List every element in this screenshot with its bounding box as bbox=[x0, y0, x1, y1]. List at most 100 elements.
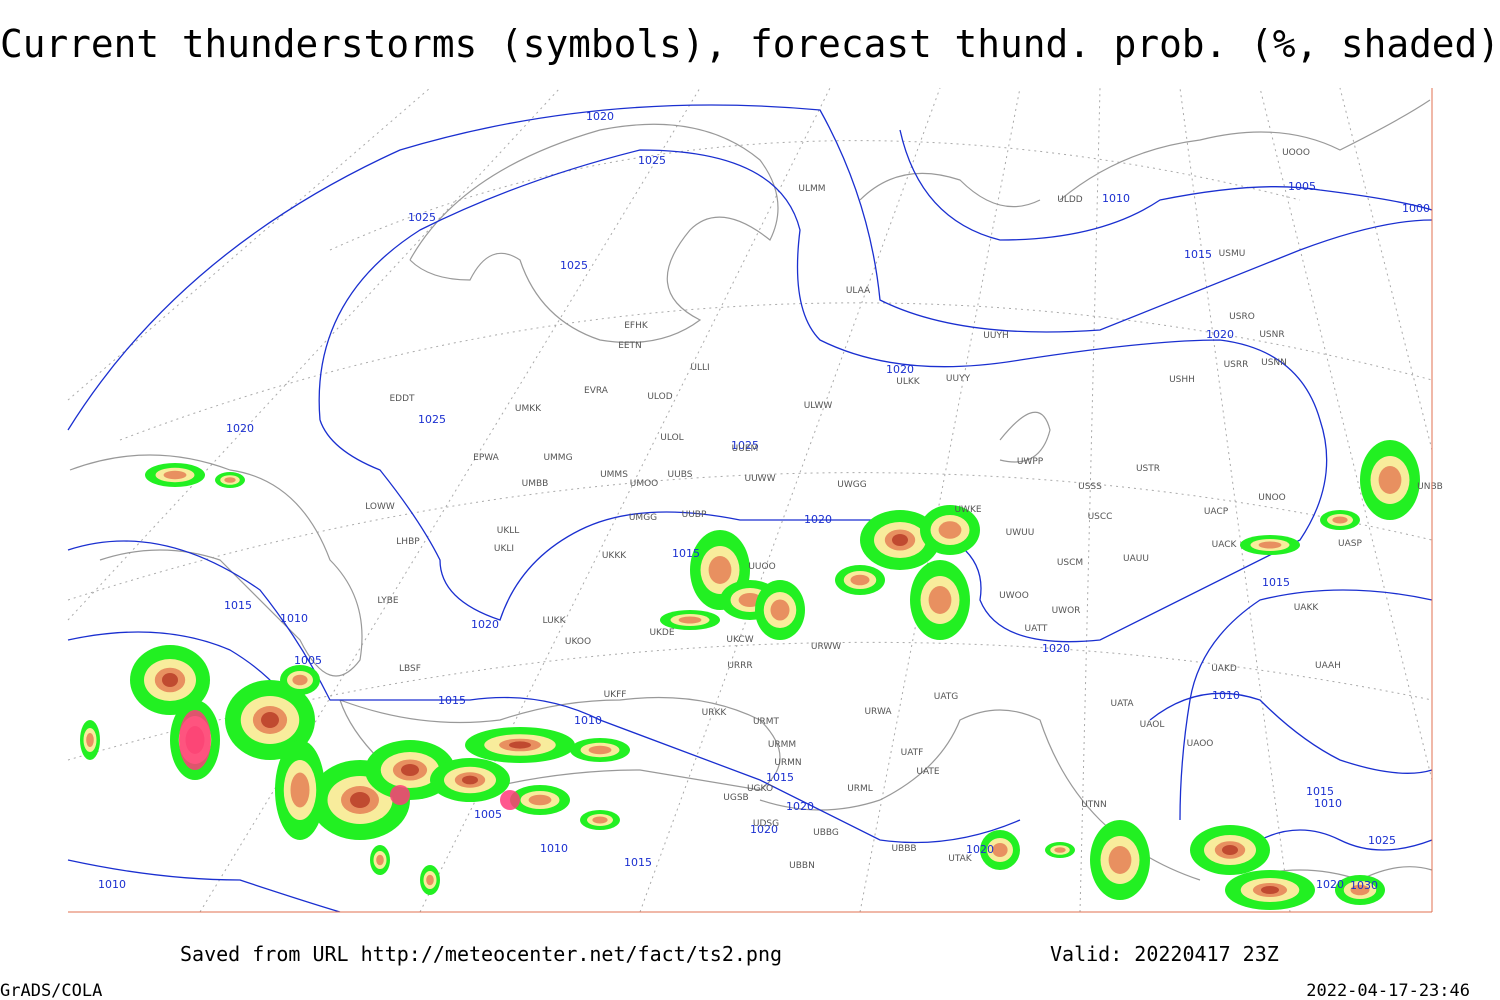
isobar-label: 1010 bbox=[1212, 689, 1240, 702]
station-label: UKDE bbox=[649, 628, 674, 638]
isobar-label: 1015 bbox=[624, 856, 652, 869]
isobar-label: 1025 bbox=[408, 211, 436, 224]
station-label: UWOR bbox=[1052, 606, 1081, 616]
station-label: UNOO bbox=[1258, 493, 1286, 503]
station-label: UKLI bbox=[494, 544, 514, 554]
prob-high bbox=[708, 556, 732, 584]
station-label: UMOO bbox=[630, 479, 659, 489]
station-label: UOOO bbox=[1282, 148, 1310, 158]
prob-high bbox=[1378, 466, 1402, 494]
isobar-label: 1020 bbox=[786, 800, 814, 813]
station-label: USCC bbox=[1088, 512, 1113, 522]
station-label: UASP bbox=[1338, 539, 1362, 549]
station-label: ULWW bbox=[804, 401, 833, 411]
station-label: UWOO bbox=[999, 591, 1029, 601]
prob-high bbox=[1332, 516, 1348, 524]
station-label: UACK bbox=[1212, 540, 1238, 550]
station-label: UAOO bbox=[1187, 739, 1214, 749]
prob-high bbox=[928, 586, 952, 614]
station-label: UBBB bbox=[891, 844, 916, 854]
map-title: Current thunderstorms (symbols), forecas… bbox=[0, 22, 1500, 66]
station-label: UWPP bbox=[1017, 457, 1044, 467]
isobar-label: 1015 bbox=[1306, 785, 1334, 798]
prob-high bbox=[850, 574, 870, 586]
isobar-label: 1020 bbox=[1042, 642, 1070, 655]
station-label: UMGG bbox=[629, 513, 657, 523]
prob-max bbox=[1261, 886, 1279, 894]
prob-max bbox=[462, 775, 478, 785]
station-label: UAUU bbox=[1123, 554, 1149, 564]
station-label: URML bbox=[847, 784, 873, 794]
prob-high bbox=[770, 599, 790, 621]
station-label: UWKE bbox=[954, 505, 981, 515]
prob-high bbox=[292, 674, 308, 686]
prob-high bbox=[1054, 847, 1066, 853]
station-label: EDDT bbox=[389, 394, 415, 404]
station-label: URMN bbox=[774, 758, 801, 768]
station-label: ULMM bbox=[798, 184, 825, 194]
isobar-label: 1015 bbox=[766, 771, 794, 784]
station-label: UMBB bbox=[522, 479, 549, 489]
prob-high bbox=[290, 772, 310, 808]
station-label: ULLI bbox=[690, 363, 709, 373]
station-label: UWUU bbox=[1006, 528, 1035, 538]
prob-high bbox=[588, 745, 612, 755]
station-label: EVRA bbox=[584, 386, 609, 396]
station-label: UUYY bbox=[946, 374, 971, 384]
prob-high bbox=[86, 733, 94, 747]
isobar-label: 1015 bbox=[438, 694, 466, 707]
station-label: UKOO bbox=[565, 637, 591, 647]
isobar-label: 1015 bbox=[672, 547, 700, 560]
prob-high bbox=[224, 477, 236, 483]
isobar-label: 1025 bbox=[1368, 834, 1396, 847]
prob-high bbox=[938, 521, 962, 539]
prob-max bbox=[350, 792, 370, 808]
thunderstorm-symbols bbox=[390, 785, 410, 805]
station-label: LUKK bbox=[543, 616, 567, 626]
station-label: UUYH bbox=[983, 331, 1008, 341]
software-credit: GrADS/COLA bbox=[0, 981, 102, 1000]
station-label: UATE bbox=[916, 767, 940, 777]
station-label: USNR bbox=[1259, 330, 1284, 340]
isobar-label: 1010 bbox=[280, 612, 308, 625]
isobar-label: 1025 bbox=[731, 439, 759, 452]
station-label: UMMG bbox=[543, 453, 572, 463]
isobar-label: 1025 bbox=[638, 154, 666, 167]
station-label: URRR bbox=[727, 661, 752, 671]
station-label: UATT bbox=[1025, 624, 1048, 634]
station-label: EPWA bbox=[473, 453, 500, 463]
station-label: UGSB bbox=[723, 793, 748, 803]
prob-high bbox=[1108, 846, 1132, 874]
station-label: LYBE bbox=[377, 596, 398, 606]
prob-high bbox=[163, 470, 187, 480]
station-label: USMU bbox=[1219, 249, 1246, 259]
isobar-label: 1015 bbox=[1262, 576, 1290, 589]
prob-high bbox=[592, 816, 608, 824]
station-label: UWGG bbox=[837, 480, 866, 490]
station-label: UMKK bbox=[515, 404, 542, 414]
isobar-label: 1005 bbox=[474, 808, 502, 821]
station-label: USHH bbox=[1169, 375, 1195, 385]
thunderstorm-symbols bbox=[500, 790, 520, 810]
prob-high bbox=[992, 843, 1008, 857]
station-label: UKFF bbox=[604, 690, 627, 700]
prob-high bbox=[678, 616, 702, 624]
isobar-label: 1020 bbox=[471, 618, 499, 631]
station-label: UAKD bbox=[1211, 664, 1237, 674]
station-label: LBSF bbox=[399, 664, 421, 674]
isobar-label: 1005 bbox=[1288, 180, 1316, 193]
isobar-label: 1010 bbox=[574, 714, 602, 727]
station-label: LHBP bbox=[396, 537, 420, 547]
isobar-label: 1010 bbox=[1102, 192, 1130, 205]
station-label: UMMS bbox=[600, 470, 628, 480]
station-label: USRR bbox=[1224, 360, 1249, 370]
station-label: ULAA bbox=[846, 286, 871, 296]
station-label: UATF bbox=[901, 748, 924, 758]
isobar-label: 1000 bbox=[1402, 202, 1430, 215]
station-label: UKCW bbox=[726, 635, 753, 645]
prob-max bbox=[509, 741, 531, 749]
prob-max bbox=[892, 534, 908, 546]
station-label: UTAK bbox=[948, 854, 973, 864]
isobar-label: 1010 bbox=[540, 842, 568, 855]
isobar-label: 1020 bbox=[886, 363, 914, 376]
